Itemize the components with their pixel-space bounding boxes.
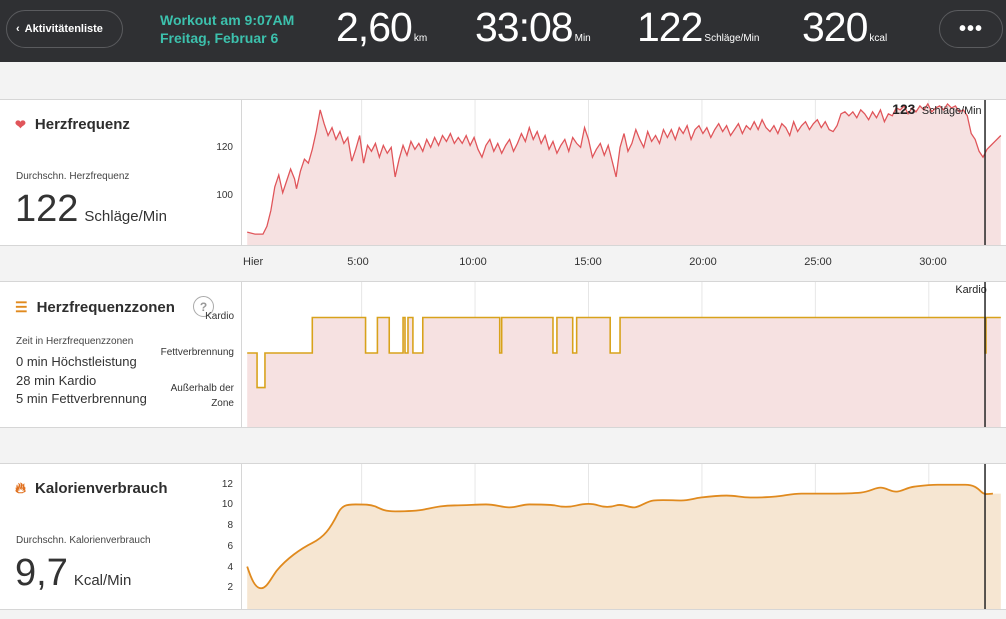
avg-heart-rate-unit: Schläge/Min — [84, 208, 167, 225]
heart-rate-zones-panel: ☰ Herzfrequenzzonen ? Zeit in Herzfreque… — [0, 281, 1006, 428]
stat-distance-unit: km — [413, 33, 428, 44]
calories-title-text: Kalorienverbrauch — [35, 480, 168, 497]
zone-level-label: Zone — [211, 398, 234, 409]
workout-header: ‹ Aktivitätenliste Workout am 9:07AM Fre… — [0, 0, 1006, 62]
avg-calories-value: 9,7 — [15, 552, 68, 594]
calories-line — [246, 483, 993, 590]
y-tick-label: 12 — [221, 479, 233, 490]
y-tick-label: 120 — [216, 142, 233, 153]
avg-calories: 9,7 Kcal/Min — [15, 552, 131, 595]
calories-summary: 🔥︎ Kalorienverbrauch Durchschn. Kalorien… — [0, 464, 242, 609]
x-tick-label: 5:00 — [347, 256, 369, 268]
stat-duration-unit: Min — [574, 33, 591, 44]
heart-rate-zones-chart[interactable]: Kardio — [242, 282, 1006, 427]
workout-title: Workout am 9:07AM Freitag, Februar 6 — [160, 11, 294, 47]
avg-heart-rate-label: Durchschn. Herzfrequenz — [16, 171, 130, 182]
x-tick-label: 20:00 — [689, 256, 717, 268]
heart-rate-zones-summary: ☰ Herzfrequenzzonen ? Zeit in Herzfreque… — [0, 282, 242, 427]
heart-rate-title: ❤ Herzfrequenz — [15, 116, 130, 133]
x-tick-label: 30:00 — [919, 256, 947, 268]
back-to-activity-list-button[interactable]: ‹ Aktivitätenliste — [6, 10, 123, 48]
stat-heart-rate-value: 122 — [637, 4, 703, 50]
calories-area — [247, 484, 1001, 609]
zone-fat-burn: 5 min Fettverbrennung — [16, 391, 147, 406]
flame-icon: 🔥︎ — [15, 480, 27, 497]
heart-rate-chart[interactable]: 123 Schläge/Min — [242, 100, 1006, 245]
stat-duration: 33:08 Min — [475, 4, 591, 51]
zones-cursor-label: Kardio — [955, 284, 986, 296]
calories-panel: 🔥︎ Kalorienverbrauch Durchschn. Kalorien… — [0, 463, 1006, 610]
y-tick-label: 10 — [221, 499, 233, 510]
more-options-button[interactable]: ••• — [939, 10, 1003, 48]
zone-peak: 0 min Höchstleistung — [16, 354, 137, 369]
heart-rate-summary: ❤ Herzfrequenz Durchschn. Herzfrequenz 1… — [0, 100, 242, 245]
heart-rate-cursor-unit: Schläge/Min — [922, 105, 982, 117]
workout-time: Workout am 9:07AM — [160, 12, 295, 28]
zones-line — [247, 316, 1001, 389]
x-tick-label: Hier — [243, 256, 264, 268]
heart-rate-panel: ❤ Herzfrequenz Durchschn. Herzfrequenz 1… — [0, 99, 1006, 246]
y-tick-label: 100 — [216, 190, 233, 201]
workout-date: Freitag, Februar 6 — [160, 30, 279, 46]
avg-calories-unit: Kcal/Min — [73, 572, 132, 589]
calories-chart[interactable] — [242, 464, 1006, 609]
avg-heart-rate: 122 Schläge/Min — [15, 188, 167, 231]
help-icon[interactable]: ? — [193, 296, 214, 317]
heart-rate-area — [247, 103, 1001, 245]
x-tick-label: 10:00 — [459, 256, 487, 268]
stat-calories-value: 320 — [802, 4, 868, 50]
avg-calories-label: Durchschn. Kalorienverbrauch — [16, 535, 151, 546]
heart-rate-zones-title: ☰ Herzfrequenzzonen — [15, 299, 175, 316]
y-tick-label: 6 — [227, 541, 233, 552]
zones-time-label: Zeit in Herzfrequenzzonen — [16, 336, 134, 347]
y-tick-label: 2 — [227, 582, 233, 593]
heart-rate-zones-title-text: Herzfrequenzzonen — [36, 299, 175, 316]
more-icon: ••• — [958, 17, 983, 40]
stat-heart-rate-unit: Schläge/Min — [704, 33, 760, 44]
stat-calories: 320 kcal — [802, 4, 887, 51]
y-tick-label: 8 — [227, 520, 233, 531]
calories-title: 🔥︎ Kalorienverbrauch — [15, 480, 168, 497]
avg-heart-rate-value: 122 — [15, 188, 79, 230]
zones-bars-icon: ☰ — [15, 299, 28, 315]
heart-rate-cursor-value: 123 — [892, 102, 915, 117]
stat-distance-value: 2,60 — [336, 4, 413, 50]
stat-duration-value: 33:08 — [475, 4, 574, 50]
stat-calories-unit: kcal — [869, 33, 888, 44]
heart-icon: ❤ — [15, 116, 26, 132]
chevron-left-icon: ‹ — [16, 23, 20, 35]
x-tick-label: 25:00 — [804, 256, 832, 268]
zone-level-label: Kardio — [205, 311, 234, 322]
zone-level-label: Außerhalb der — [170, 383, 234, 394]
heart-rate-line — [247, 102, 1002, 235]
zone-level-label: Fettverbrennung — [160, 347, 234, 358]
stat-heart-rate: 122 Schläge/Min — [637, 4, 759, 51]
stat-distance: 2,60 km — [336, 4, 427, 51]
back-button-label: Aktivitätenliste — [24, 23, 103, 35]
zones-area — [247, 317, 1001, 427]
zone-cardio: 28 min Kardio — [16, 373, 97, 388]
heart-rate-title-text: Herzfrequenz — [34, 116, 130, 133]
y-tick-label: 4 — [227, 562, 233, 573]
x-tick-label: 15:00 — [574, 256, 602, 268]
